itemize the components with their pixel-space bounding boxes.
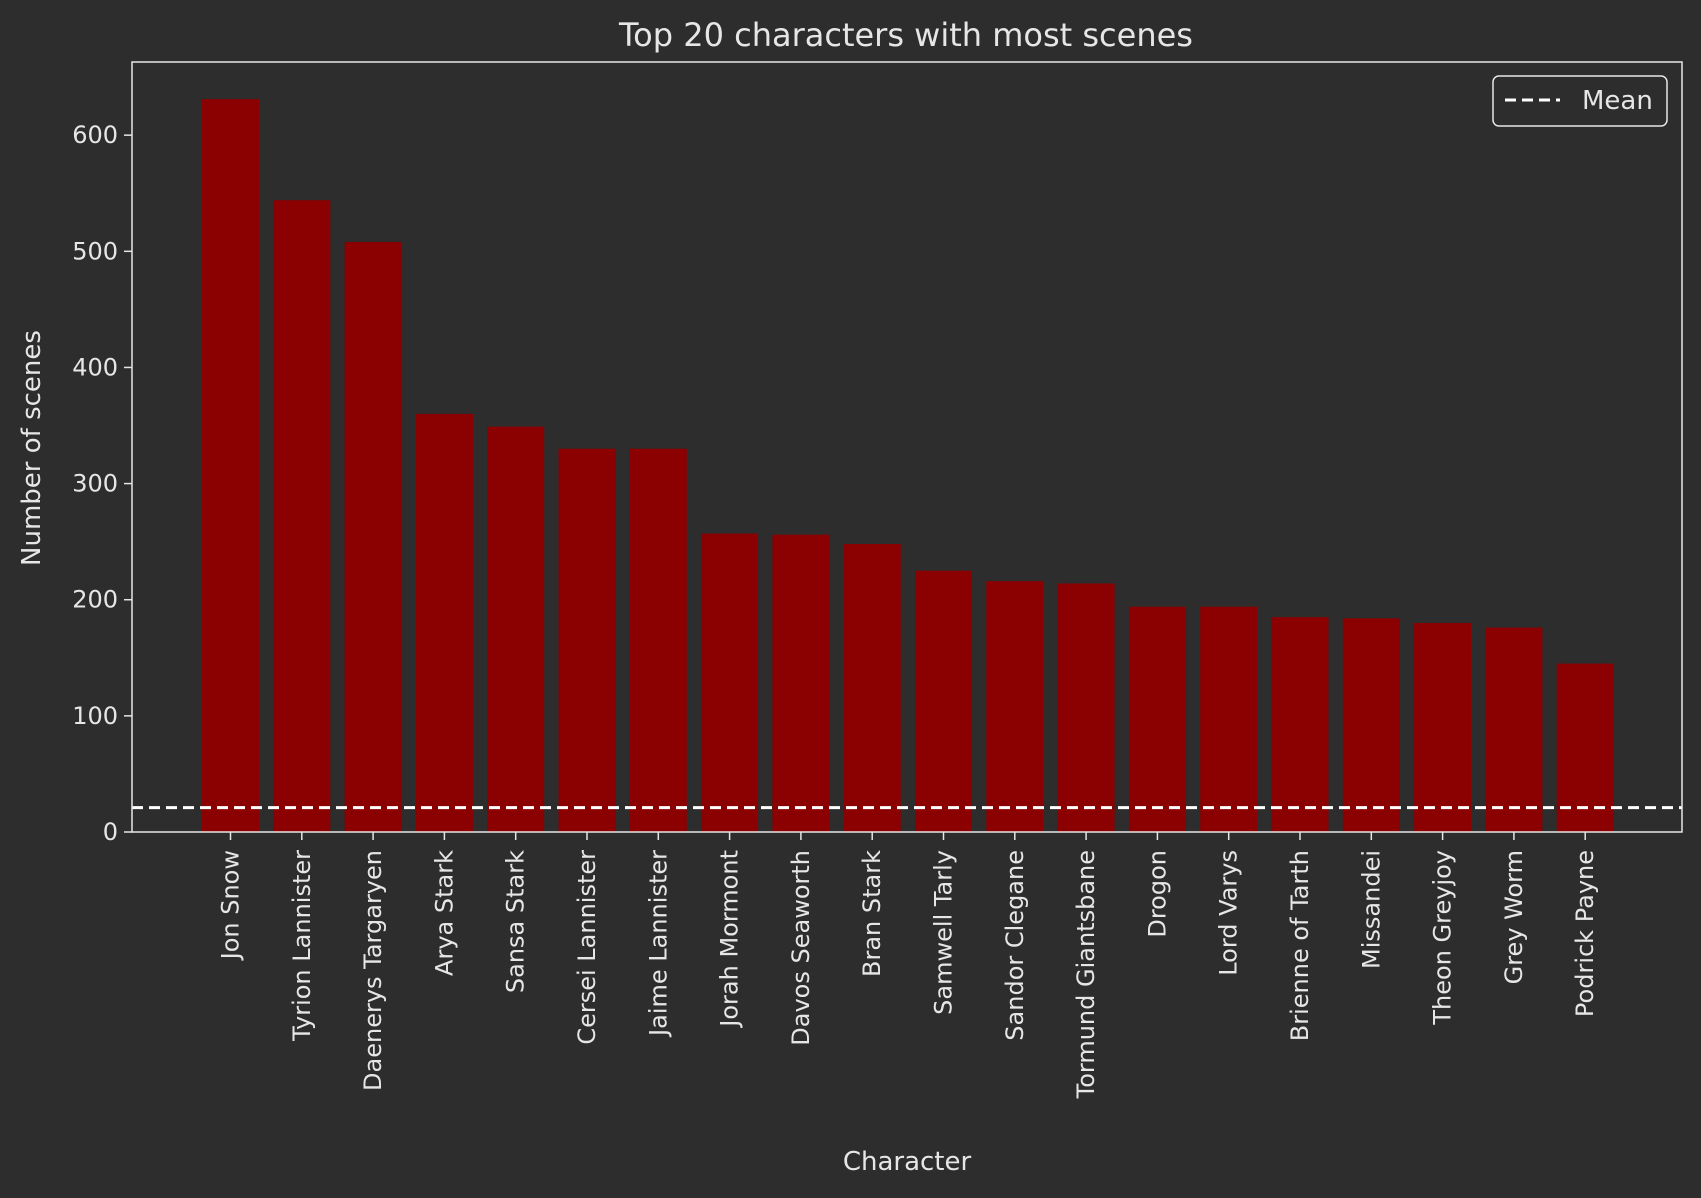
bars-group — [202, 99, 1614, 832]
y-tick-label: 600 — [72, 121, 118, 149]
y-tick-label: 500 — [72, 237, 118, 265]
bar-11 — [915, 570, 972, 832]
x-axis: Jon Snow Tyrion Lannister Daenerys Targary… — [217, 832, 1599, 1099]
bar-4 — [415, 413, 473, 832]
bar-7 — [629, 448, 687, 832]
bar-12 — [986, 581, 1044, 832]
x-tick-label: Grey Worm — [1500, 850, 1528, 984]
bar-6 — [558, 448, 616, 832]
x-tick-label: Jorah Mormont — [716, 850, 744, 1029]
y-tick-label: 0 — [103, 818, 118, 846]
x-tick-label: Tormund Giantsbane — [1072, 850, 1100, 1099]
x-tick-label: Lord Varys — [1215, 850, 1243, 976]
y-tick-label: 100 — [72, 702, 118, 730]
x-tick-label: Theon Greyjoy — [1429, 850, 1457, 1026]
y-tick-label: 400 — [72, 353, 118, 381]
bar-3 — [344, 242, 402, 832]
x-tick-label: Sandor Clegane — [1001, 850, 1029, 1041]
bar-9 — [772, 534, 830, 832]
bar-5 — [487, 426, 545, 832]
bar-20 — [1556, 663, 1614, 832]
bar-13 — [1057, 583, 1115, 832]
x-tick-label: Brienne of Tarth — [1286, 850, 1314, 1041]
x-tick-label: Tyrion Lannister — [288, 850, 316, 1042]
plot-frame — [131, 61, 1683, 833]
y-axis-label: Number of scenes — [17, 330, 47, 566]
y-tick-label: 300 — [72, 470, 118, 498]
bar-17 — [1342, 618, 1400, 832]
legend-mean-label: Mean — [1582, 86, 1653, 116]
bar-8 — [701, 533, 759, 832]
x-tick-label: Podrick Payne — [1571, 850, 1599, 1017]
x-tick-label: Jon Snow — [217, 850, 245, 961]
x-tick-label: Jaime Lannister — [644, 850, 672, 1038]
bar-2 — [273, 200, 331, 832]
x-tick-label: Cersei Lannister — [573, 850, 601, 1045]
x-tick-label: Drogon — [1143, 850, 1171, 938]
bar-16 — [1271, 617, 1329, 832]
x-tick-label: Missandei — [1357, 850, 1385, 969]
bar-1 — [202, 99, 259, 832]
legend-box — [1492, 75, 1668, 127]
bar-15 — [1200, 606, 1258, 832]
x-tick-label: Arya Stark — [430, 850, 458, 976]
bar-14 — [1128, 606, 1186, 832]
y-axis: 0 100 200 300 400 500 600 — [72, 121, 132, 846]
legend: Mean — [1492, 75, 1668, 127]
bar-10 — [843, 543, 901, 832]
x-tick-label: Samwell Tarly — [930, 850, 958, 1015]
x-tick-label: Bran Stark — [858, 850, 886, 977]
x-tick-label: Davos Seaworth — [787, 850, 815, 1046]
bar-19 — [1485, 627, 1543, 832]
x-tick-label: Daenerys Targaryen — [359, 850, 387, 1091]
chart-title: Top 20 characters with most scenes — [618, 16, 1193, 54]
bar-18 — [1414, 622, 1472, 832]
x-axis-label: Character — [843, 1147, 972, 1177]
x-tick-label: Sansa Stark — [502, 850, 530, 993]
y-tick-label: 200 — [72, 586, 118, 614]
